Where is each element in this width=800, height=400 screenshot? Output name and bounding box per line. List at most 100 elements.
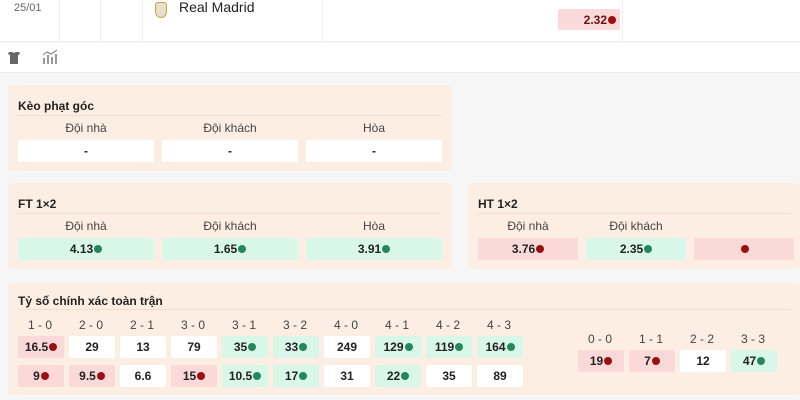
card-title: FT 1×2 <box>18 197 57 211</box>
odd-value: 33 <box>284 340 299 354</box>
odd-value: 119 <box>434 340 455 354</box>
odd-value: - <box>372 144 376 158</box>
odd-cell[interactable]: 35 <box>222 336 268 358</box>
divider <box>59 0 60 42</box>
odd-cell[interactable]: 31 <box>324 365 370 387</box>
odd-cell[interactable]: 47 <box>731 350 777 372</box>
down-arrow-icon <box>40 372 49 380</box>
odd-value: 16.5 <box>24 340 49 354</box>
icon-toolbar <box>0 43 800 73</box>
odd-cell[interactable] <box>694 238 794 260</box>
divider <box>18 213 442 214</box>
divider <box>100 0 101 42</box>
odd-value: 249 <box>336 340 358 354</box>
odd-cell[interactable]: - <box>306 140 442 162</box>
odd-cell[interactable]: 129 <box>375 336 421 358</box>
odd-value: 31 <box>340 369 354 383</box>
score-label: 3 - 2 <box>282 318 307 332</box>
odd-cell[interactable]: 17 <box>273 365 319 387</box>
odd-cell[interactable]: 79 <box>171 336 217 358</box>
odd-cell[interactable]: 119 <box>426 336 472 358</box>
correct-score-card: Tỷ số chính xác toàn trận 1 - 0 16.5 9 2 - … <box>8 283 800 395</box>
odd-value: 89 <box>493 369 507 383</box>
odd-cell[interactable]: 19 <box>578 350 624 372</box>
down-arrow-icon <box>197 372 206 380</box>
up-arrow-icon <box>94 245 103 253</box>
odd-cell[interactable]: 35 <box>426 365 472 387</box>
column-label: Hòa <box>362 219 385 233</box>
card-title: HT 1×2 <box>478 197 518 211</box>
odd-value: 15 <box>182 369 197 383</box>
odd-cell[interactable]: 2.32 <box>558 9 620 30</box>
odd-cell[interactable]: 9 <box>18 365 64 387</box>
odd-cell[interactable]: 29 <box>69 336 115 358</box>
divider <box>322 0 323 42</box>
odd-cell[interactable]: 6.6 <box>120 365 166 387</box>
odd-cell[interactable]: 33 <box>273 336 319 358</box>
odd-cell[interactable]: 3.76 <box>478 238 578 260</box>
score-label: 1 - 1 <box>638 332 663 346</box>
odd-cell[interactable]: 249 <box>324 336 370 358</box>
down-arrow-icon <box>740 245 749 253</box>
odd-value: 35 <box>442 369 456 383</box>
match-date: 25/01 <box>14 2 42 14</box>
divider <box>18 309 790 310</box>
score-label: 4 - 2 <box>435 318 460 332</box>
up-arrow-icon <box>404 343 413 351</box>
odd-cell[interactable]: - <box>18 140 154 162</box>
down-arrow-icon <box>608 15 616 24</box>
down-arrow-icon <box>651 357 660 365</box>
up-arrow-icon <box>506 343 515 351</box>
score-label: 3 - 0 <box>180 318 205 332</box>
up-arrow-icon <box>644 245 653 253</box>
column-label: Đội khách <box>203 219 257 233</box>
score-label: 4 - 3 <box>486 318 511 332</box>
odd-cell[interactable]: 12 <box>680 350 726 372</box>
odd-cell[interactable]: 2.35 <box>586 238 686 260</box>
odd-value: 10.5 <box>228 369 253 383</box>
odd-cell[interactable]: 4.13 <box>18 238 154 260</box>
score-label: 3 - 1 <box>231 318 256 332</box>
odd-value: 4.13 <box>69 242 94 256</box>
column-label: Đội nhà <box>65 219 107 233</box>
column-label: Đội khách <box>609 219 663 233</box>
odd-cell[interactable]: 10.5 <box>222 365 268 387</box>
odd-cell[interactable]: 3.91 <box>306 238 442 260</box>
team-name: Real Madrid <box>179 0 255 15</box>
up-arrow-icon <box>299 343 308 351</box>
column-label: Hòa <box>362 121 385 135</box>
odd-cell[interactable]: 13 <box>120 336 166 358</box>
odd-cell[interactable]: 22 <box>375 365 421 387</box>
shirt-icon[interactable] <box>7 51 21 65</box>
odd-cell[interactable]: 9.5 <box>69 365 115 387</box>
odd-value: - <box>228 144 232 158</box>
odd-cell[interactable]: 164 <box>477 336 523 358</box>
match-row[interactable]: 25/01 Real Madrid 2.32 <box>0 0 800 42</box>
score-label: 2 - 2 <box>689 332 714 346</box>
divider <box>18 115 442 116</box>
score-label: 4 - 1 <box>384 318 409 332</box>
up-arrow-icon <box>253 372 262 380</box>
odd-cell[interactable]: 16.5 <box>18 336 64 358</box>
column-label: Đội nhà <box>507 219 549 233</box>
card-title: Kèo phạt góc <box>18 99 95 113</box>
odd-value: 17 <box>284 369 299 383</box>
odd-value: 22 <box>386 369 401 383</box>
odd-cell[interactable]: 15 <box>171 365 217 387</box>
divider <box>478 213 790 214</box>
down-arrow-icon <box>96 372 105 380</box>
odd-value: 129 <box>383 340 404 354</box>
ft-card: FT 1×2 Đội nhà 4.13 Đội khách 1.65 Hòa 3.91 <box>8 183 452 269</box>
down-arrow-icon <box>604 357 613 365</box>
stats-icon[interactable] <box>41 49 59 65</box>
odd-value: 9 <box>33 369 40 383</box>
odd-cell[interactable]: 1.65 <box>162 238 298 260</box>
up-arrow-icon <box>299 372 308 380</box>
card-title: Tỷ số chính xác toàn trận <box>18 294 163 308</box>
column-label: Đội nhà <box>65 121 107 135</box>
odd-cell[interactable]: - <box>162 140 298 162</box>
corner-card: Kèo phạt góc Đội nhà - Đội khách - Hòa - <box>8 85 452 171</box>
odd-value: 29 <box>85 340 99 354</box>
odd-cell[interactable]: 7 <box>629 350 675 372</box>
odd-cell[interactable]: 89 <box>477 365 523 387</box>
